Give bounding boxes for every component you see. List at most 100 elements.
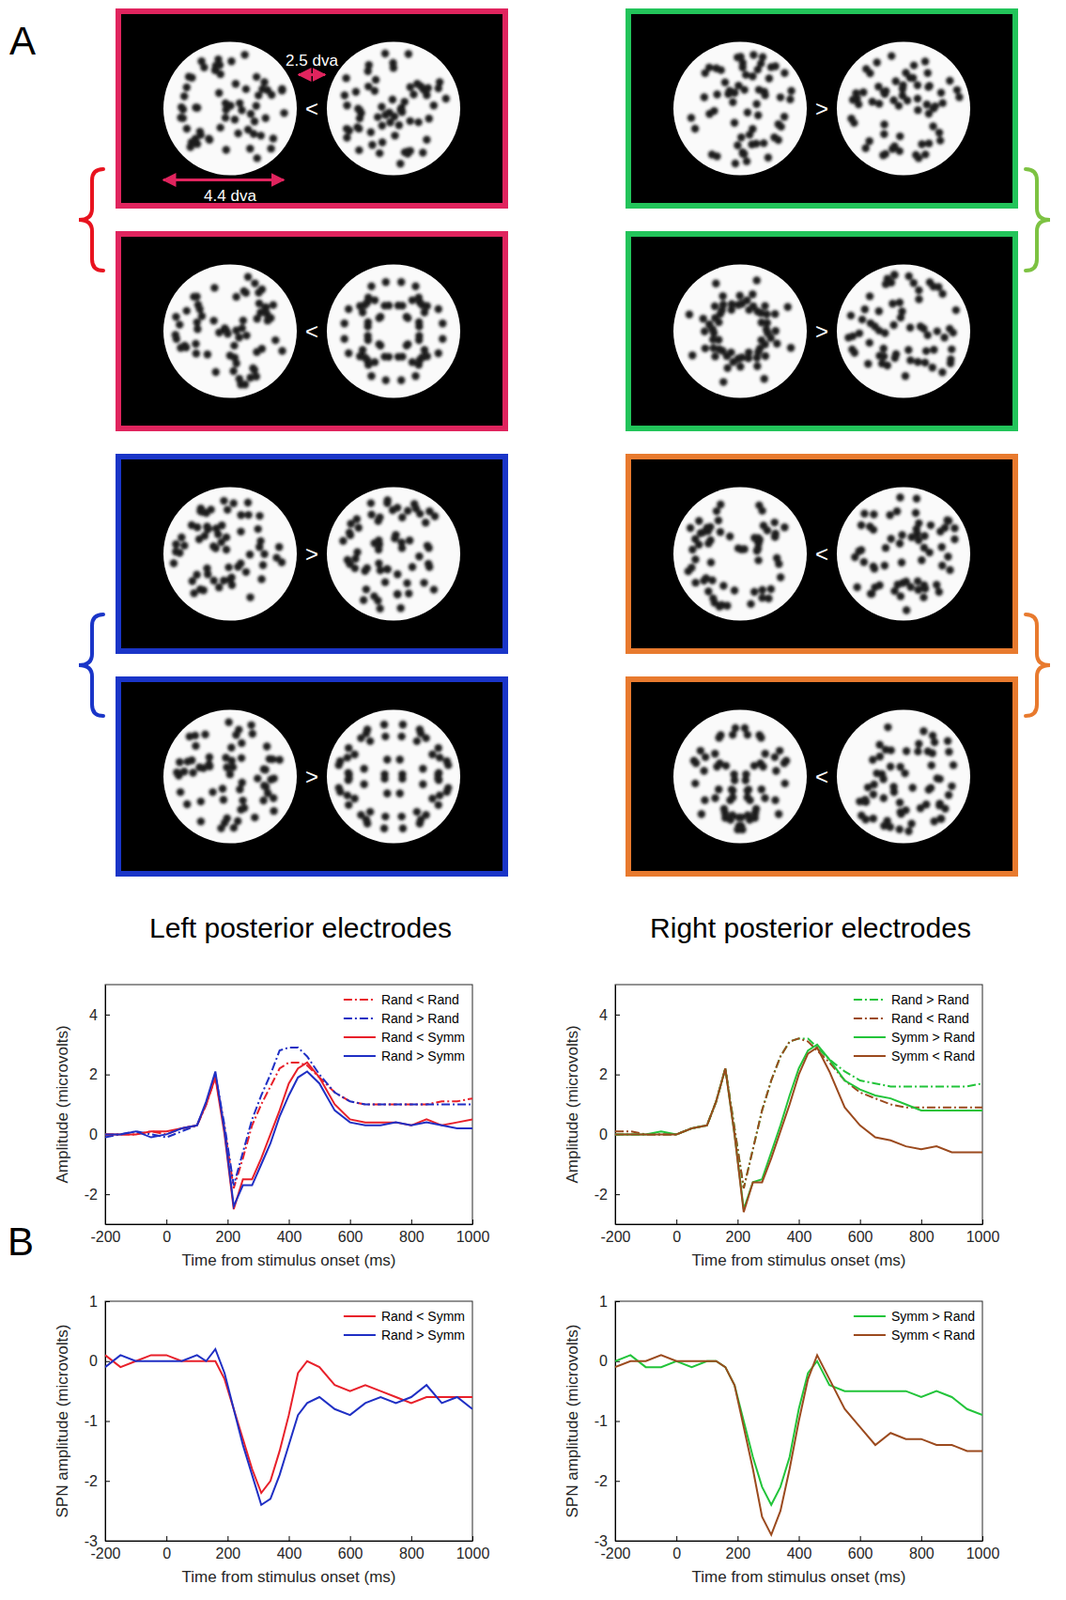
dot xyxy=(910,61,918,69)
dot xyxy=(266,775,275,784)
dot xyxy=(928,122,937,130)
dot xyxy=(726,532,734,541)
dot xyxy=(381,812,389,820)
chart: -20002004006008001000-2024Time from stim… xyxy=(563,984,1000,1269)
dot xyxy=(423,541,432,550)
series-line xyxy=(105,1062,473,1189)
dot xyxy=(880,344,888,353)
dot xyxy=(205,753,214,761)
x-tick-label: -200 xyxy=(90,1228,121,1245)
dot xyxy=(868,97,877,106)
dot xyxy=(250,278,259,287)
dot xyxy=(344,349,353,357)
dot xyxy=(226,770,234,778)
dot xyxy=(924,82,932,91)
dot xyxy=(227,743,235,752)
dot xyxy=(229,367,237,375)
y-tick: -2 xyxy=(594,1186,620,1203)
dot xyxy=(404,49,413,58)
stimulus-disc xyxy=(163,710,297,844)
dot xyxy=(262,741,271,750)
dot xyxy=(221,753,230,761)
x-tick-label: 400 xyxy=(277,1228,303,1245)
dot xyxy=(354,105,362,113)
x-tick-label: 0 xyxy=(162,1228,171,1245)
dot xyxy=(925,139,933,147)
dot xyxy=(237,106,246,114)
dot xyxy=(242,85,250,93)
dot xyxy=(916,803,925,812)
y-tick-label: -3 xyxy=(594,1532,608,1549)
dot xyxy=(257,574,265,583)
dot xyxy=(215,89,223,97)
dot xyxy=(434,84,443,93)
diameter-label: 4.4 dva xyxy=(203,186,257,205)
dot xyxy=(754,556,762,564)
series-line xyxy=(615,1047,983,1212)
dot xyxy=(733,825,742,834)
series-line xyxy=(105,1348,473,1505)
dot xyxy=(339,537,347,545)
dot xyxy=(223,505,232,513)
stimulus-disc xyxy=(673,710,807,844)
dot xyxy=(946,359,955,368)
legend-swatch xyxy=(853,1054,886,1057)
y-tick-mark xyxy=(615,1074,620,1076)
dot xyxy=(381,577,389,586)
dot-pattern xyxy=(172,717,284,832)
dot xyxy=(879,151,887,159)
dot xyxy=(887,534,896,542)
dot xyxy=(898,84,907,93)
dot xyxy=(776,572,785,581)
x-tick-label: 400 xyxy=(277,1544,303,1561)
dot xyxy=(704,587,712,595)
dot xyxy=(226,575,234,584)
dot xyxy=(371,76,380,84)
dot xyxy=(752,139,760,148)
dot xyxy=(731,159,740,168)
dot xyxy=(233,129,242,138)
dot xyxy=(914,586,923,594)
dot xyxy=(897,307,906,315)
dot xyxy=(367,498,375,507)
x-axis: -20002004006008001000 xyxy=(90,1219,490,1245)
chart: -20002004006008001000-3-2-101Time from s… xyxy=(563,1293,1000,1586)
dot xyxy=(360,300,369,309)
dot xyxy=(383,788,391,797)
stimulus-disc xyxy=(836,487,971,621)
dot xyxy=(204,135,213,143)
dot xyxy=(171,540,180,548)
x-tick-mark xyxy=(676,1535,678,1541)
dot xyxy=(248,729,257,738)
dot xyxy=(736,362,744,371)
dot xyxy=(704,539,712,547)
dot-pattern xyxy=(684,500,789,611)
dot xyxy=(444,760,452,769)
dot xyxy=(244,498,252,507)
dot-pattern xyxy=(687,50,796,168)
dot xyxy=(728,793,737,802)
dot xyxy=(726,815,735,823)
x-axis: -20002004006008001000 xyxy=(600,1219,1000,1245)
x-tick-mark xyxy=(472,1219,474,1224)
dot xyxy=(271,336,279,344)
dot xyxy=(380,824,388,833)
dot xyxy=(772,766,780,774)
dot xyxy=(191,103,200,111)
dot xyxy=(193,324,201,333)
stimulus-disc xyxy=(673,264,807,399)
legend-swatch xyxy=(853,1314,886,1317)
dot xyxy=(444,783,452,791)
dot xyxy=(191,741,200,750)
dot xyxy=(955,92,963,101)
dot xyxy=(849,332,857,340)
plot-frame xyxy=(105,1300,473,1541)
x-tick-mark xyxy=(676,1219,678,1224)
dot xyxy=(222,106,231,114)
dot xyxy=(862,144,870,153)
dot xyxy=(897,530,906,539)
display-frame xyxy=(628,456,1016,651)
legend: Rand > RandRand < RandSymm > RandSymm < … xyxy=(853,991,975,1064)
dot xyxy=(378,122,387,130)
dot xyxy=(215,583,223,591)
